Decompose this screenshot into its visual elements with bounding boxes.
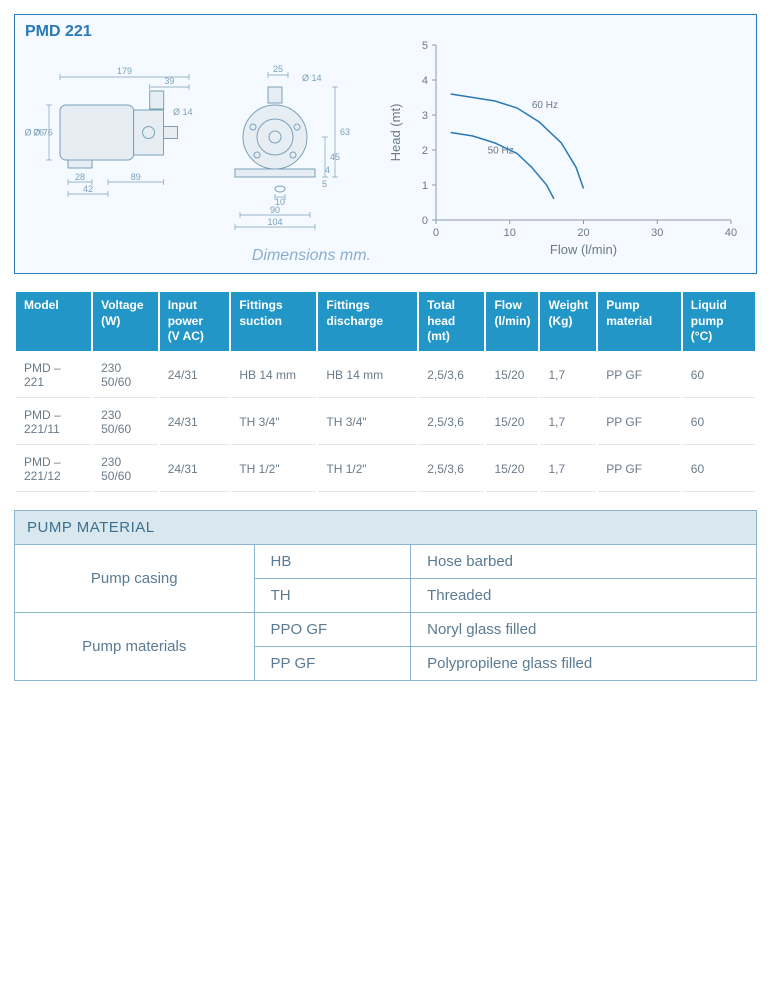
svg-text:89: 89 [131, 172, 141, 182]
spec-col-3: Fittings suction [231, 292, 316, 351]
spec-col-0: Model [16, 292, 91, 351]
svg-text:42: 42 [83, 184, 93, 194]
svg-text:Flow (l/min): Flow (l/min) [549, 242, 616, 257]
spec-col-5: Total head(mt) [419, 292, 484, 351]
svg-text:40: 40 [724, 227, 736, 239]
svg-text:25: 25 [273, 64, 283, 74]
svg-text:28: 28 [75, 172, 85, 182]
svg-text:104: 104 [267, 217, 282, 227]
svg-text:10: 10 [503, 227, 515, 239]
material-group: Pump materials [15, 612, 255, 680]
svg-text:Ø 14: Ø 14 [302, 73, 322, 83]
pump-dimension-diagram: Ø 76Ø 7617939Ø 142842891025Ø 14634545901… [25, 45, 365, 235]
spec-table: ModelVoltage(W)Input power(V AC)Fittings… [14, 290, 757, 494]
performance-chart: 0 1 2 3 4 5 0 10 20 30 40 Flow (l/min) Head (mt) 60 H… [386, 30, 746, 260]
material-table-title: PUMP MATERIAL [15, 510, 757, 544]
material-group: Pump casing [15, 544, 255, 612]
top-panel: PMD 221 Ø 76Ø 7617939Ø 142842891025Ø 146… [14, 14, 757, 274]
spec-col-8: Pump material [598, 292, 681, 351]
svg-text:63: 63 [340, 127, 350, 137]
material-table: PUMP MATERIAL Pump casingHBHose barbedTH… [14, 510, 757, 681]
dimensions-label: Dimensions mm. [252, 247, 371, 265]
spec-col-4: Fittings discharge [318, 292, 417, 351]
chart-column: 0 1 2 3 4 5 0 10 20 30 40 Flow (l/min) Head (mt) 60 H… [385, 23, 746, 267]
spec-col-2: Input power(V AC) [160, 292, 230, 351]
svg-text:5: 5 [421, 40, 427, 52]
table-row: Pump materialsPPO GFNoryl glass filled [15, 612, 757, 646]
svg-text:0: 0 [432, 227, 438, 239]
svg-text:20: 20 [577, 227, 589, 239]
svg-text:4: 4 [325, 165, 330, 175]
svg-text:Ø 76: Ø 76 [25, 128, 44, 138]
svg-text:5: 5 [322, 179, 327, 189]
spec-col-6: Flow(l/min) [486, 292, 538, 351]
diagram-title: PMD 221 [25, 23, 375, 41]
svg-text:1: 1 [421, 180, 427, 192]
spec-col-1: Voltage(W) [93, 292, 158, 351]
svg-text:4: 4 [421, 75, 427, 87]
svg-text:50 Hz: 50 Hz [487, 146, 513, 157]
svg-text:Head (mt): Head (mt) [388, 104, 403, 162]
svg-text:30: 30 [651, 227, 663, 239]
table-row: PMD – 221/11230 50/6024/31TH 3/4"TH 3/4"… [16, 400, 755, 445]
table-row: PMD – 221230 50/6024/31HB 14 mmHB 14 mm2… [16, 353, 755, 398]
svg-text:39: 39 [164, 76, 174, 86]
svg-text:Ø 14: Ø 14 [173, 107, 193, 117]
svg-text:90: 90 [270, 205, 280, 215]
spec-col-7: Weight(Kg) [540, 292, 596, 351]
svg-text:0: 0 [421, 215, 427, 227]
svg-text:60 Hz: 60 Hz [531, 100, 557, 111]
spec-col-9: Liquid pump(°C) [683, 292, 755, 351]
svg-text:179: 179 [117, 66, 132, 76]
svg-text:45: 45 [330, 152, 340, 162]
table-row: PMD – 221/12230 50/6024/31TH 1/2"TH 1/2"… [16, 447, 755, 492]
table-row: Pump casingHBHose barbed [15, 544, 757, 578]
diagram-column: PMD 221 Ø 76Ø 7617939Ø 142842891025Ø 146… [25, 23, 375, 267]
svg-text:2: 2 [421, 145, 427, 157]
svg-text:3: 3 [421, 110, 427, 122]
